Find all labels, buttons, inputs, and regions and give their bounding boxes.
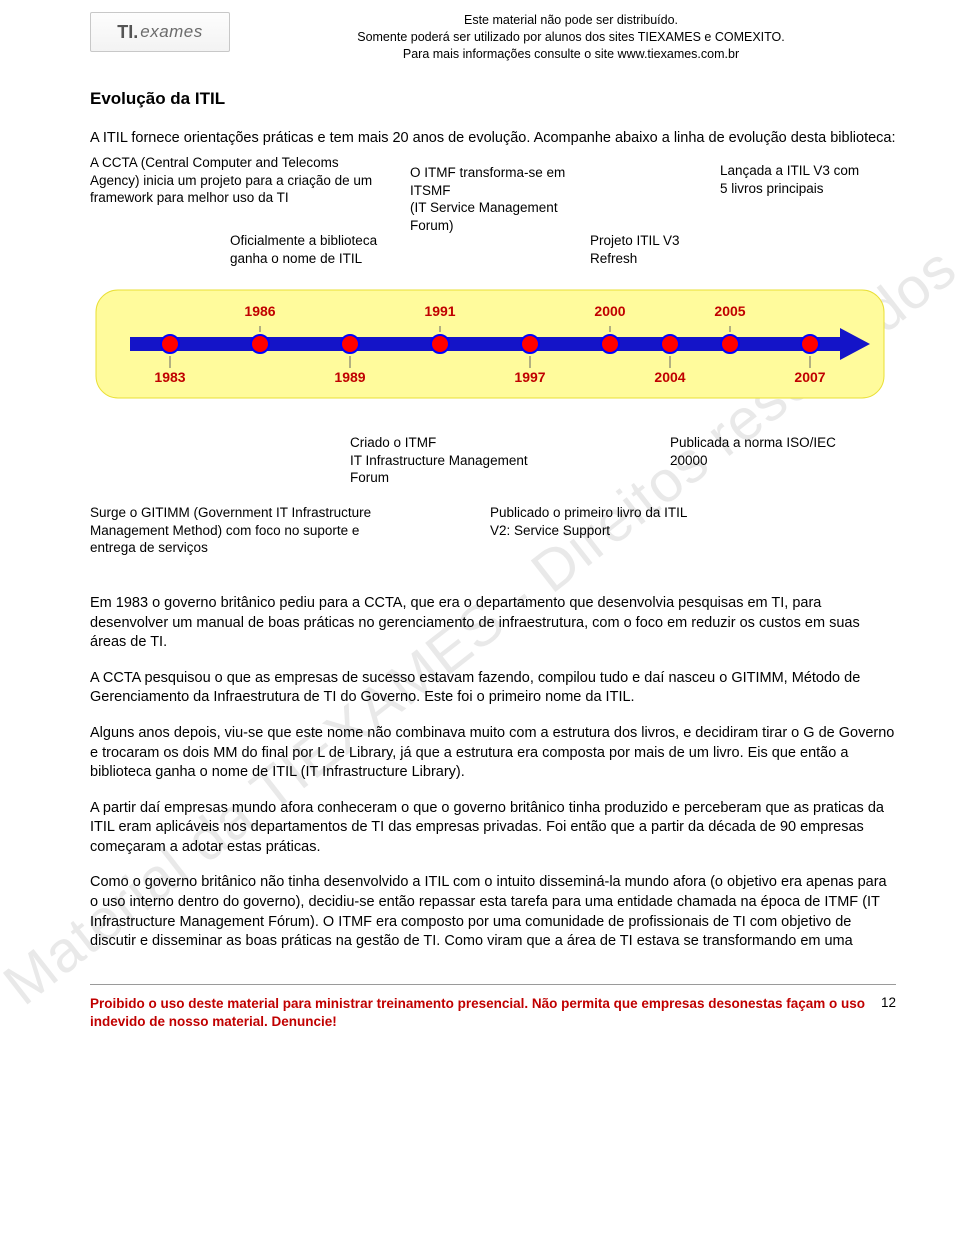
svg-text:2004: 2004 [654, 369, 685, 385]
svg-text:1986: 1986 [244, 303, 275, 319]
callout-itmf-created: Criado o ITMF IT Infrastructure Manageme… [350, 434, 550, 487]
section-title: Evolução da ITIL [90, 89, 896, 109]
svg-text:2007: 2007 [794, 369, 825, 385]
callout-v2-service-support: Publicado o primeiro livro da ITIL V2: S… [490, 504, 710, 539]
callout-gitimm: Surge o GITIMM (Government IT Infrastruc… [90, 504, 390, 557]
svg-text:1997: 1997 [514, 369, 545, 385]
footer-warning: Proibido o uso deste material para minis… [90, 995, 869, 1031]
svg-text:1991: 1991 [424, 303, 455, 319]
callout-iso20000: Publicada a norma ISO/IEC 20000 [670, 434, 840, 469]
logo-exames-text: exames [140, 22, 203, 42]
body-paragraph: Alguns anos depois, viu-se que este nome… [90, 724, 896, 783]
body-paragraph: Como o governo britânico não tinha desen… [90, 873, 896, 951]
callout-itil-name: Oficialmente a biblioteca ganha o nome d… [230, 232, 380, 267]
page-header: TI.exames Este material não pode ser dis… [90, 12, 896, 63]
intro-paragraph: A ITIL fornece orientações práticas e te… [90, 129, 896, 149]
callout-ccta: A CCTA (Central Computer and Telecoms Ag… [90, 154, 390, 207]
callout-v3-refresh: Projeto ITIL V3 Refresh [590, 232, 710, 267]
timeline-diagram: 1983 1986 1989 1991 1997 2000 2004 2005 2007 [90, 284, 896, 408]
lower-callouts: Criado o ITMF IT Infrastructure Manageme… [90, 424, 896, 594]
brand-logo: TI.exames [90, 12, 230, 52]
callout-itsmf: O ITMF transforma-se em ITSMF (IT Servic… [410, 164, 580, 234]
body-text: Em 1983 o governo britânico pediu para a… [90, 594, 896, 951]
body-paragraph: A CCTA pesquisou o que as empresas de su… [90, 669, 896, 708]
svg-text:2000: 2000 [594, 303, 625, 319]
body-paragraph: A partir daí empresas mundo afora conhec… [90, 799, 896, 858]
disclaimer-line: Somente poderá ser utilizado por alunos … [246, 29, 896, 46]
header-disclaimer: Este material não pode ser distribuído. … [246, 12, 896, 63]
svg-text:1983: 1983 [154, 369, 185, 385]
page-footer: Proibido o uso deste material para minis… [90, 984, 896, 1031]
disclaimer-line: Este material não pode ser distribuído. [246, 12, 896, 29]
callout-v3-launch: Lançada a ITIL V3 com 5 livros principai… [720, 162, 870, 197]
disclaimer-line: Para mais informações consulte o site ww… [246, 46, 896, 63]
upper-callouts: A CCTA (Central Computer and Telecoms Ag… [90, 154, 896, 284]
timeline-svg: 1983 1986 1989 1991 1997 2000 2004 2005 2007 [90, 284, 890, 404]
page-number: 12 [881, 995, 896, 1010]
body-paragraph: Em 1983 o governo britânico pediu para a… [90, 594, 896, 653]
svg-text:1989: 1989 [334, 369, 365, 385]
svg-text:2005: 2005 [714, 303, 745, 319]
logo-ti-text: TI. [117, 22, 138, 43]
